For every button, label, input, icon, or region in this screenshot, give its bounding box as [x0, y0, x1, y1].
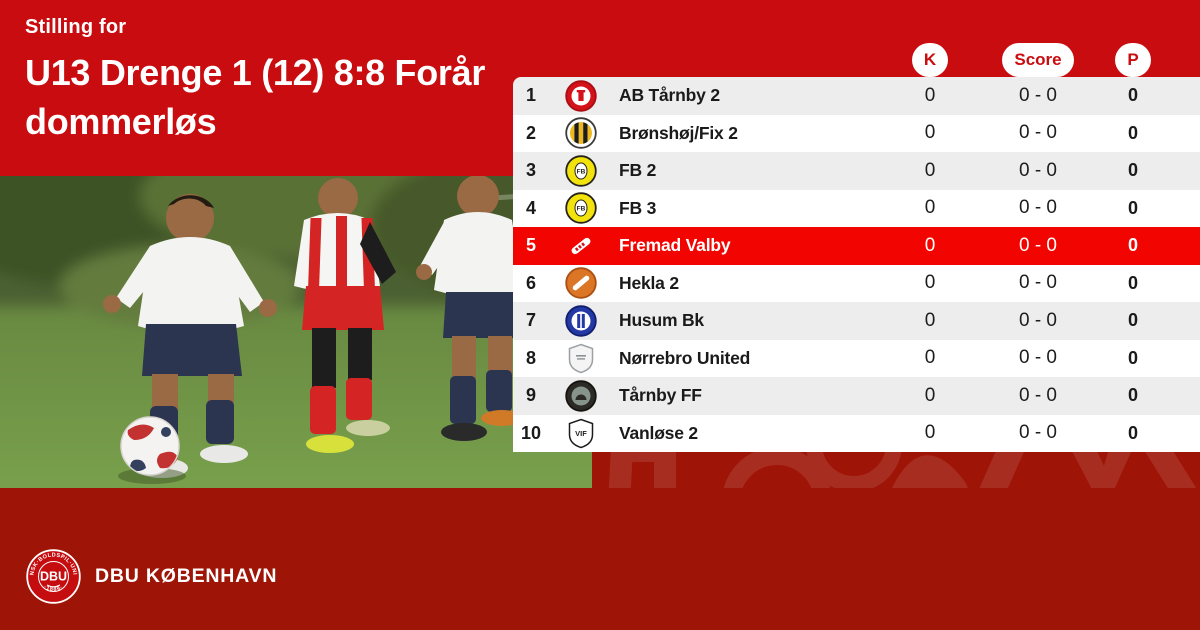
- matches-value: 0: [924, 84, 936, 106]
- score-value: 0 - 0: [1018, 197, 1058, 219]
- score-value: 0 - 0: [1018, 234, 1058, 256]
- team-logo-icon: [565, 342, 597, 374]
- kicker-text: Stilling for: [25, 16, 127, 38]
- table-row: 7 Husum Bk 0 0 - 0 0: [513, 302, 1200, 340]
- matches-value: 0: [924, 234, 936, 256]
- table-row: 4 FB FB 3 0 0 - 0 0: [513, 189, 1200, 227]
- team-name: FB 3: [619, 197, 657, 218]
- team-logo-icon: [565, 80, 597, 112]
- points-value: 0: [1127, 122, 1138, 143]
- table-row: 1 AB Tårnby 2 0 0 - 0 0: [513, 77, 1200, 115]
- title-line-2: dommerløs: [25, 101, 217, 142]
- matches-value: 0: [924, 122, 936, 144]
- team-logo-icon: FB: [565, 155, 597, 187]
- team-name: Nørrebro United: [619, 347, 751, 368]
- team-logo-icon: [565, 117, 597, 149]
- dbu-watermark-pattern: [592, 452, 1200, 488]
- position: 9: [525, 385, 536, 406]
- score-value: 0 - 0: [1018, 347, 1058, 369]
- matches-value: 0: [924, 272, 936, 294]
- points-value: 0: [1127, 422, 1138, 443]
- title-block: Stilling for U13 Drenge 1 (12) 8:8 Forår…: [25, 16, 505, 146]
- position: 10: [520, 422, 542, 443]
- points-value: 0: [1127, 385, 1138, 406]
- position: 6: [525, 272, 536, 293]
- team-logo-icon: [565, 305, 597, 337]
- team-logo-icon: VIF: [565, 417, 597, 449]
- position: 1: [525, 85, 536, 106]
- title-line-1: U13 Drenge 1 (12) 8:8 Forår: [25, 52, 486, 93]
- team-logo-icon: [565, 230, 597, 262]
- points-value: 0: [1127, 347, 1138, 368]
- page-title: U13 Drenge 1 (12) 8:8 Forår dommerløs: [25, 48, 505, 146]
- team-name: Tårnby FF: [619, 385, 702, 406]
- points-value: 0: [1127, 235, 1138, 256]
- svg-text:VIF: VIF: [575, 429, 587, 438]
- matches-value: 0: [924, 197, 936, 219]
- score-value: 0 - 0: [1018, 272, 1058, 294]
- team-name: AB Tårnby 2: [619, 85, 720, 106]
- score-value: 0 - 0: [1018, 422, 1058, 444]
- table-row: 8 Nørrebro United 0 0 - 0 0: [513, 339, 1200, 377]
- matches-value: 0: [924, 347, 936, 369]
- column-pill-score: Score: [1002, 42, 1074, 77]
- position: 2: [525, 122, 536, 143]
- team-logo-icon: [565, 267, 597, 299]
- team-name: Hekla 2: [619, 272, 679, 293]
- matches-value: 0: [924, 159, 936, 181]
- team-name: Fremad Valby: [619, 235, 731, 256]
- standings-table: K Score P 1 AB Tårnby 2 0 0 - 0 0 2 Brøn…: [513, 42, 1200, 452]
- score-value: 0 - 0: [1018, 309, 1058, 331]
- player-right: [416, 176, 529, 441]
- team-logo-icon: FB: [565, 192, 597, 224]
- team-name: Brønshøj/Fix 2: [619, 122, 738, 143]
- points-value: 0: [1127, 272, 1138, 293]
- brand-wordmark: DBU KØBENHAVN: [95, 565, 278, 587]
- position: 5: [525, 235, 536, 256]
- team-name: Husum Bk: [619, 310, 704, 331]
- team-name: Vanløse 2: [619, 422, 698, 443]
- table-row: 9 Tårnby FF 0 0 - 0 0: [513, 377, 1200, 415]
- table-row: 5 Fremad Valby 0 0 - 0 0: [513, 227, 1200, 265]
- dbu-logo-year-text: ·1889·: [43, 585, 64, 593]
- points-value: 0: [1127, 310, 1138, 331]
- position: 4: [525, 197, 536, 218]
- matches-value: 0: [924, 384, 936, 406]
- player-middle: [294, 178, 396, 453]
- svg-text:FB: FB: [577, 168, 586, 175]
- score-value: 0 - 0: [1018, 159, 1058, 181]
- team-name: FB 2: [619, 160, 657, 181]
- points-value: 0: [1127, 85, 1138, 106]
- team-logo-icon: [565, 380, 597, 412]
- footer: DANSK·BOLDSPIL·UNION DBU ·1889· DBU KØBE…: [25, 548, 277, 605]
- table-row: 3 FB FB 2 0 0 - 0 0: [513, 152, 1200, 190]
- position: 3: [525, 160, 536, 181]
- matches-value: 0: [924, 309, 936, 331]
- column-pill-k: K: [911, 42, 949, 77]
- standings-rows: 1 AB Tårnby 2 0 0 - 0 0 2 Brønshøj/Fix 2…: [513, 77, 1200, 452]
- dbu-logo-center-text: DBU: [40, 570, 67, 584]
- position: 8: [525, 347, 536, 368]
- table-row: 2 Brønshøj/Fix 2 0 0 - 0 0: [513, 114, 1200, 152]
- matches-value: 0: [924, 422, 936, 444]
- table-header: K Score P: [513, 42, 1200, 77]
- column-pill-p: P: [1115, 42, 1151, 77]
- score-value: 0 - 0: [1018, 84, 1058, 106]
- match-photo: [0, 176, 592, 488]
- score-value: 0 - 0: [1018, 384, 1058, 406]
- football: [118, 416, 186, 484]
- table-row: 6 Hekla 2 0 0 - 0 0: [513, 264, 1200, 302]
- points-value: 0: [1127, 197, 1138, 218]
- score-value: 0 - 0: [1018, 122, 1058, 144]
- table-row: 10 VIF Vanløse 2 0 0 - 0 0: [513, 414, 1200, 452]
- svg-text:FB: FB: [577, 206, 586, 213]
- position: 7: [525, 310, 536, 331]
- dbu-logo-icon: DANSK·BOLDSPIL·UNION DBU ·1889·: [25, 548, 81, 604]
- svg-text:·1889·: ·1889·: [43, 585, 65, 593]
- points-value: 0: [1127, 160, 1138, 181]
